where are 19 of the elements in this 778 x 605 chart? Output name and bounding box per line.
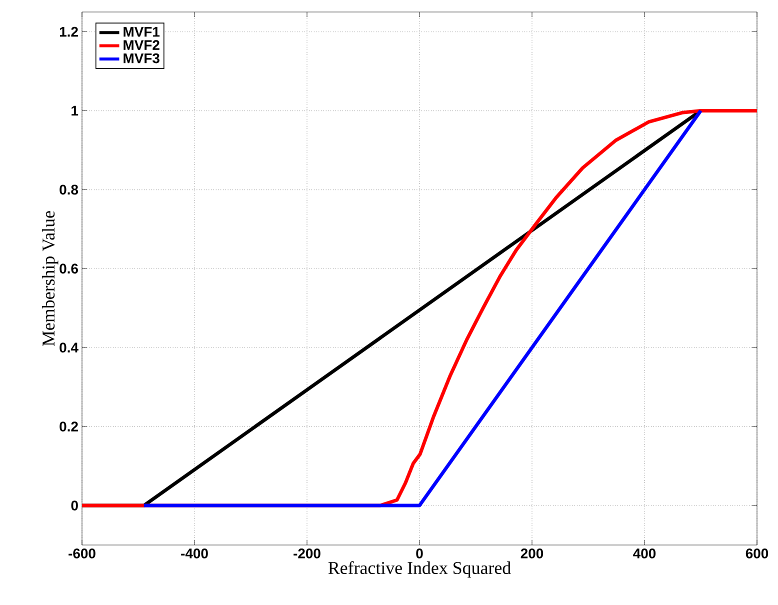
y-tick-label: 0 (71, 500, 78, 510)
legend-label: MVF3 (124, 53, 160, 64)
y-tick-label: 0.4 (60, 342, 78, 353)
x-tick-label: 0 (416, 548, 423, 558)
x-tick-label: -400 (181, 548, 208, 558)
y-tick-label: 0.2 (60, 422, 78, 432)
y-tick-label: 0.8 (60, 184, 78, 195)
y-axis-title: Membership Value (42, 211, 58, 346)
x-tick-label: -200 (294, 548, 320, 558)
x-tick-label: 200 (520, 548, 544, 558)
y-tick-label: 1 (72, 106, 78, 116)
x-tick-label: -600 (68, 548, 96, 558)
y-tick-label: 0.6 (60, 264, 78, 274)
legend-label: MVF2 (124, 40, 160, 50)
legend-label: MVF1 (124, 27, 160, 37)
x-tick-label: 600 (746, 548, 768, 558)
y-tick-label: 1.2 (60, 26, 78, 37)
x-axis-title: Refractive Index Squared (328, 561, 511, 578)
x-tick-label: 400 (633, 548, 656, 558)
